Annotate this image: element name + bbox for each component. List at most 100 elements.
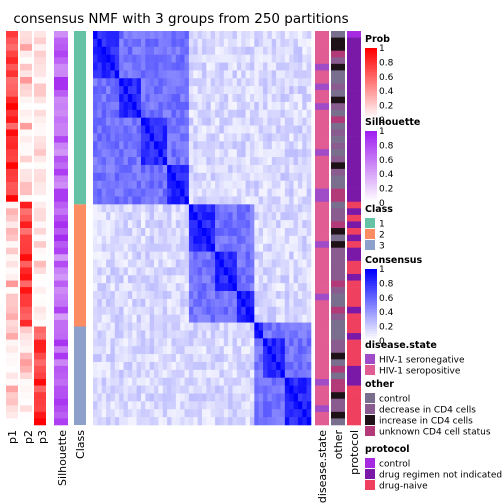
consensus-cell: [93, 306, 98, 315]
consensus-cell: [245, 141, 251, 150]
consensus-cell: [289, 62, 294, 71]
prob-cell: [6, 234, 18, 242]
legend-gradient-step: [365, 305, 377, 308]
consensus-cell: [263, 322, 268, 331]
consensus-cell: [223, 322, 229, 331]
consensus-cell: [167, 109, 172, 118]
consensus-cell: [123, 354, 129, 363]
consensus-cell: [154, 94, 159, 103]
consensus-cell: [193, 361, 198, 371]
consensus-cell: [136, 172, 142, 182]
consensus-cell: [210, 31, 216, 40]
consensus-cell: [249, 164, 255, 174]
consensus-cell: [210, 54, 216, 63]
consensus-cell: [167, 306, 172, 315]
consensus-cell: [171, 117, 177, 126]
consensus-cell: [114, 46, 120, 55]
consensus-cell: [306, 164, 312, 174]
consensus-cell: [293, 46, 299, 55]
consensus-cell: [215, 204, 220, 213]
consensus-cell: [215, 275, 220, 284]
consensus-cell: [110, 361, 116, 371]
consensus-cell: [123, 212, 129, 221]
consensus-cell: [171, 101, 177, 111]
protocol-cell: [347, 228, 361, 235]
consensus-cell: [241, 31, 246, 40]
consensus-cell: [276, 31, 281, 40]
consensus-cell: [184, 259, 190, 268]
consensus-cell: [97, 259, 103, 268]
consensus-cell: [175, 251, 181, 260]
consensus-cell: [167, 188, 172, 197]
consensus-cell: [93, 275, 98, 284]
consensus-cell: [271, 369, 277, 379]
consensus-cell: [123, 86, 129, 95]
consensus-cell: [297, 133, 303, 142]
legend-gradient-step: [365, 169, 377, 173]
legend-label: HIV-1 seronegative: [379, 356, 465, 366]
consensus-cell: [171, 220, 177, 229]
consensus-cell: [175, 204, 181, 213]
consensus-cell: [297, 330, 303, 339]
consensus-cell: [202, 188, 207, 197]
consensus-cell: [293, 212, 299, 221]
consensus-cell: [241, 228, 246, 237]
consensus-cell: [136, 228, 142, 237]
consensus-cell: [249, 196, 255, 205]
consensus-cell: [219, 409, 225, 418]
other-cell: [331, 109, 345, 117]
consensus-cell: [206, 291, 212, 300]
consensus-cell: [215, 157, 220, 166]
consensus-cell: [119, 354, 124, 363]
legend-gradient-step: [365, 50, 377, 54]
consensus-cell: [223, 204, 229, 213]
consensus-cell: [140, 204, 146, 213]
consensus-cell: [215, 306, 220, 315]
consensus-cell: [197, 377, 203, 386]
consensus-cell: [158, 164, 164, 174]
consensus-cell: [202, 417, 207, 426]
consensus-cell: [293, 141, 299, 150]
consensus-cell: [93, 196, 98, 205]
consensus-cell: [171, 31, 177, 40]
consensus-cell: [293, 369, 299, 379]
consensus-cell: [210, 409, 216, 418]
disease-state-cell: [315, 142, 329, 150]
consensus-cell: [293, 314, 299, 323]
legend-tick: 0: [379, 337, 385, 347]
consensus-cell: [119, 101, 124, 111]
consensus-cell: [280, 330, 286, 339]
consensus-cell: [206, 346, 212, 355]
consensus-cell: [232, 385, 238, 394]
consensus-cell: [136, 70, 142, 79]
consensus-cell: [175, 46, 181, 55]
consensus-cell: [236, 180, 242, 189]
protocol-cell: [347, 379, 361, 386]
consensus-cell: [97, 354, 103, 363]
consensus-cell: [188, 94, 194, 103]
legend-gradient-step: [365, 329, 377, 332]
consensus-cell: [271, 314, 277, 323]
consensus-cell: [245, 117, 251, 126]
consensus-cell: [171, 346, 177, 355]
consensus-cell: [188, 228, 194, 237]
consensus-cell: [136, 235, 142, 245]
consensus-cell: [245, 338, 251, 347]
consensus-cell: [140, 306, 146, 315]
consensus-cell: [297, 70, 303, 79]
consensus-cell: [158, 251, 164, 260]
consensus-cell: [193, 149, 198, 158]
other-cell: [331, 122, 345, 130]
consensus-cell: [271, 109, 277, 118]
consensus-cell: [180, 291, 185, 300]
consensus-cell: [206, 314, 212, 323]
consensus-cell: [284, 385, 290, 394]
prob-cell: [6, 136, 18, 143]
protocol-cell: [347, 411, 361, 419]
consensus-cell: [245, 259, 251, 268]
consensus-cell: [228, 157, 233, 166]
consensus-cell: [193, 204, 198, 213]
consensus-cell: [127, 204, 133, 213]
consensus-cell: [210, 330, 216, 339]
consensus-cell: [232, 417, 238, 426]
